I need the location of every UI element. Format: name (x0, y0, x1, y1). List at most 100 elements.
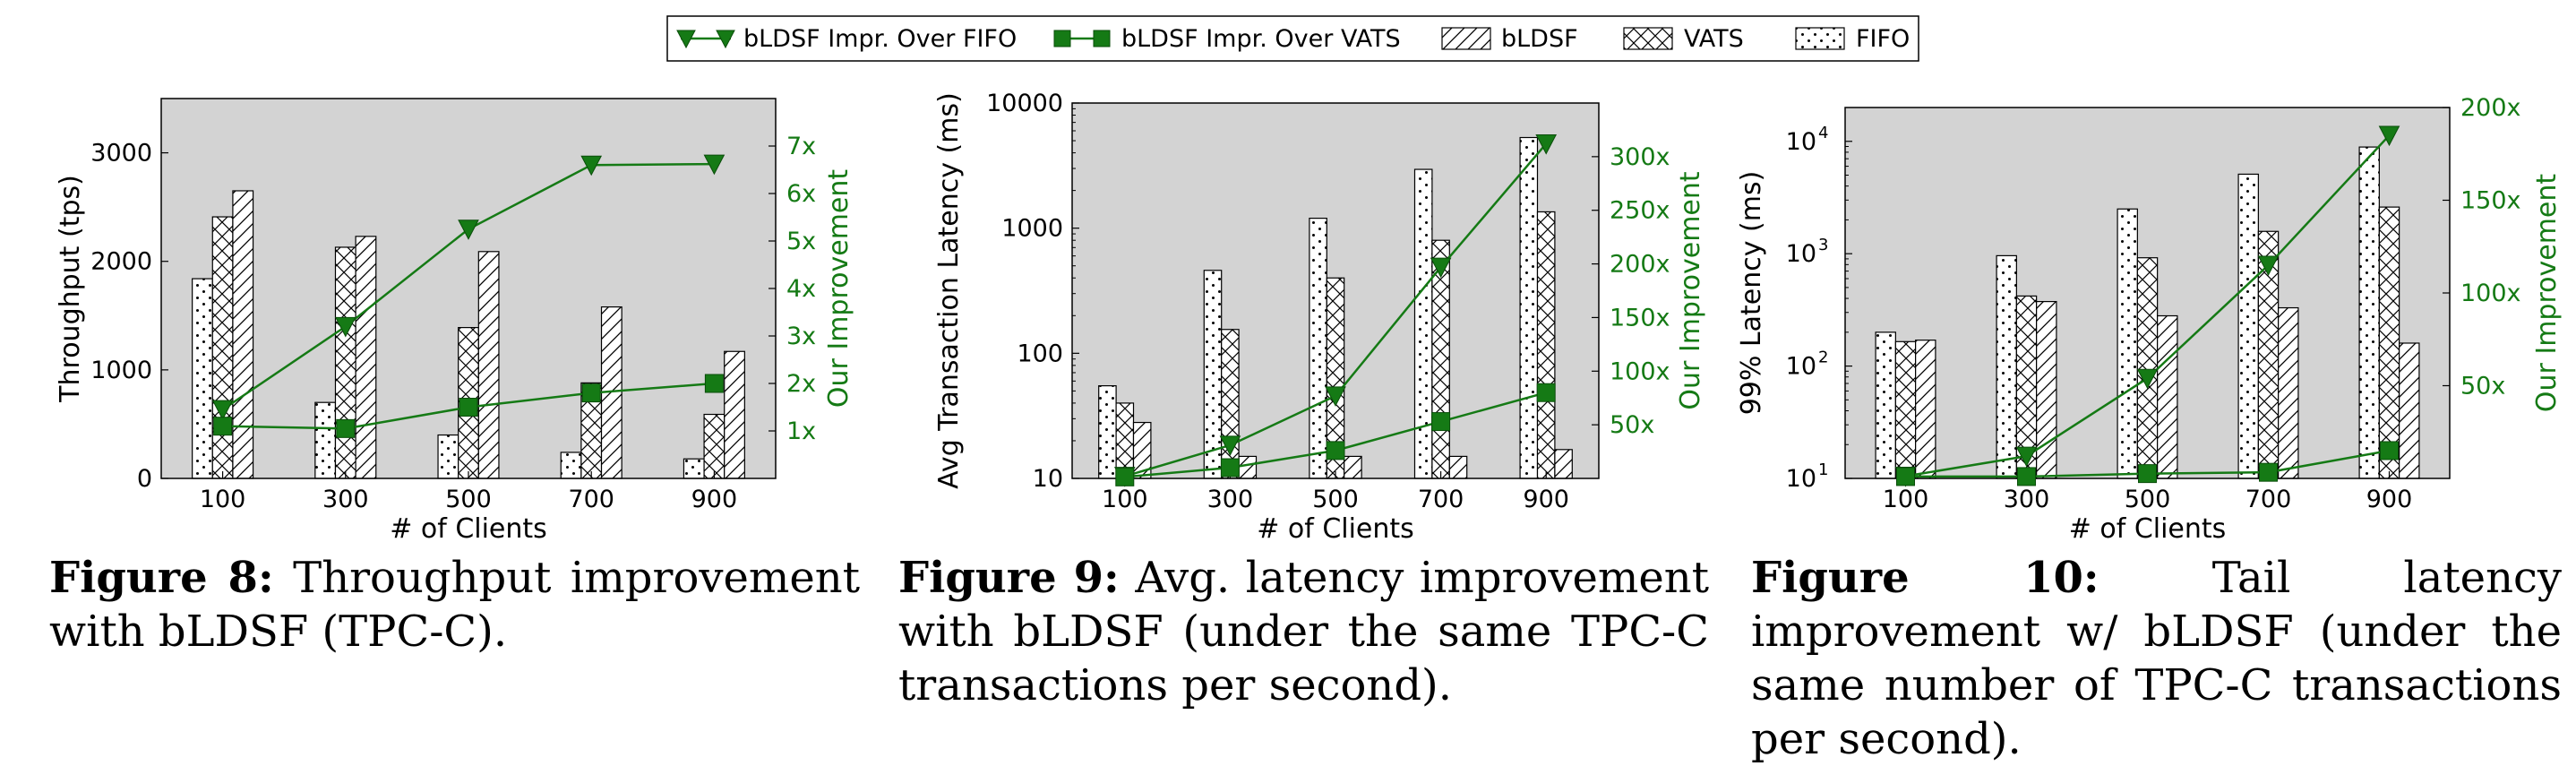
y2-tick-label: 7x (786, 133, 816, 160)
x-tick-label: 100 (1102, 486, 1148, 513)
x-tick-label: 100 (1883, 486, 1929, 513)
caption-label: Figure 10: (1751, 553, 2099, 603)
square-marker (1115, 467, 1135, 486)
x-tick-label: 500 (2125, 486, 2171, 513)
legend-triangle-marker (716, 30, 735, 49)
legend-square-marker (1093, 30, 1111, 47)
x-tick-label: 900 (1523, 486, 1569, 513)
bar-vats (2136, 257, 2159, 479)
bar-fifo (1996, 254, 2017, 479)
bar-bldsf (2157, 314, 2178, 479)
square-marker (336, 418, 356, 438)
bar-vats (2378, 206, 2400, 479)
x-tick-label: 700 (1418, 486, 1464, 513)
square-marker (2380, 441, 2399, 460)
square-marker (581, 383, 601, 403)
bar-fifo (1413, 168, 1433, 479)
triangle-marker (580, 155, 603, 176)
x-tick-label: 900 (691, 486, 738, 513)
legend-item: bLDSF (1441, 25, 1578, 53)
triangle-marker (1430, 257, 1452, 279)
caption-text: Avg. latency improvement with bLDSF (und… (898, 553, 1710, 710)
y2-tick-label: 100x (1610, 357, 1670, 385)
bar-bldsf (1344, 455, 1362, 479)
square-marker (1220, 458, 1240, 478)
triangle-marker (2015, 446, 2038, 468)
y2-tick-label: 6x (786, 180, 816, 208)
y2-tick-label: 2x (786, 370, 816, 398)
x-tick-label: 500 (1312, 486, 1359, 513)
y-axis-label: Throughput (tps) (55, 175, 86, 403)
triangle-marker (2378, 125, 2400, 147)
square-marker (2259, 462, 2278, 482)
y2-tick-label: 300x (1610, 143, 1670, 171)
x-tick-label: 100 (200, 486, 246, 513)
x-tick-label: 300 (1207, 486, 1254, 513)
bar-bldsf (1915, 340, 1936, 479)
caption-text: Tail latency improvement w/ bLDSF (under… (1751, 553, 2562, 764)
y2-tick-label: 250x (1610, 197, 1670, 225)
bar-fifo (2117, 208, 2138, 479)
square-marker (459, 398, 478, 417)
bar-bldsf (477, 251, 500, 479)
bar-fifo (314, 401, 337, 479)
bar-bldsf (232, 190, 254, 479)
y-tick-label: 3000 (90, 140, 152, 168)
x-tick-label: 300 (2004, 486, 2050, 513)
y-tick-label: 0 (137, 465, 152, 493)
bar-fifo (1875, 331, 1896, 479)
triangle-marker (703, 154, 726, 176)
caption-figure-8: Figure 8: Throughput improvement with bL… (49, 551, 860, 658)
bar-bldsf (1448, 455, 1468, 479)
x-tick-label: 700 (2245, 486, 2292, 513)
triangle-marker (1535, 133, 1558, 155)
bar-fifo (2358, 146, 2380, 479)
bar-vats (1536, 211, 1556, 479)
x-axis-label: # of Clients (2069, 513, 2227, 545)
x-axis-label: # of Clients (390, 513, 547, 545)
caption-text: Throughput improvement with bLDSF (TPC-C… (49, 553, 861, 657)
square-marker (2138, 464, 2157, 484)
bar-bldsf (2036, 300, 2057, 479)
legend-bar-swatch (1623, 27, 1673, 50)
x-tick-label: 900 (2366, 486, 2413, 513)
charts: 0 1000 2000 3000 1x 2x 3x 4x 5x 6x 7x 100 300 500 700 9… (55, 90, 2563, 545)
y2-tick-label: 50x (1610, 411, 1654, 439)
caption-figure-10: Figure 10: Tail latency improvement w/ b… (1751, 551, 2562, 766)
legend-item: bLDSF Impr. Over FIFO (676, 25, 1017, 53)
y2-tick-label: 200x (1610, 251, 1670, 279)
legend-item: bLDSF Impr. Over VATS (1053, 25, 1401, 53)
bar-bldsf (355, 236, 377, 479)
bar-vats (1221, 329, 1240, 479)
y-tick-exponent: 3 (1818, 236, 1828, 254)
square-marker (1431, 412, 1451, 432)
y-tick-exponent: 1 (1818, 460, 1828, 479)
y2-axis-label: Our Improvement (1675, 171, 1706, 410)
triangle-marker (458, 219, 479, 240)
bar-bldsf (2278, 306, 2299, 479)
legend-square-marker (1053, 30, 1071, 47)
bar-fifo (560, 452, 582, 479)
y-tick-label: 100 (1017, 340, 1063, 367)
y2-axis-label: Our Improvement (2531, 174, 2563, 413)
bar-bldsf (1238, 455, 1258, 479)
x-axis-label: # of Clients (1257, 513, 1414, 545)
y-tick-label: 10 (1786, 353, 1816, 381)
y-tick-label: 10 (1786, 240, 1816, 268)
y2-tick-label: 1x (786, 417, 816, 445)
y2-tick-label: 150x (1610, 304, 1670, 331)
y2-tick-label: 100x (2460, 280, 2521, 307)
y-tick-exponent: 2 (1818, 349, 1828, 367)
y2-tick-label: 200x (2460, 94, 2521, 122)
caption-figure-9: Figure 9: Avg. latency improvement with … (898, 551, 1709, 712)
bar-fifo (1203, 270, 1223, 479)
bar-fifo (1098, 384, 1117, 479)
caption-label: Figure 8: (49, 553, 274, 603)
bar-vats (1894, 340, 1917, 479)
y2-tick-label: 3x (786, 323, 816, 350)
square-marker (1536, 383, 1556, 402)
triangle-marker (2136, 368, 2159, 390)
y-tick-label: 10 (1786, 128, 1816, 156)
square-marker (213, 417, 233, 436)
